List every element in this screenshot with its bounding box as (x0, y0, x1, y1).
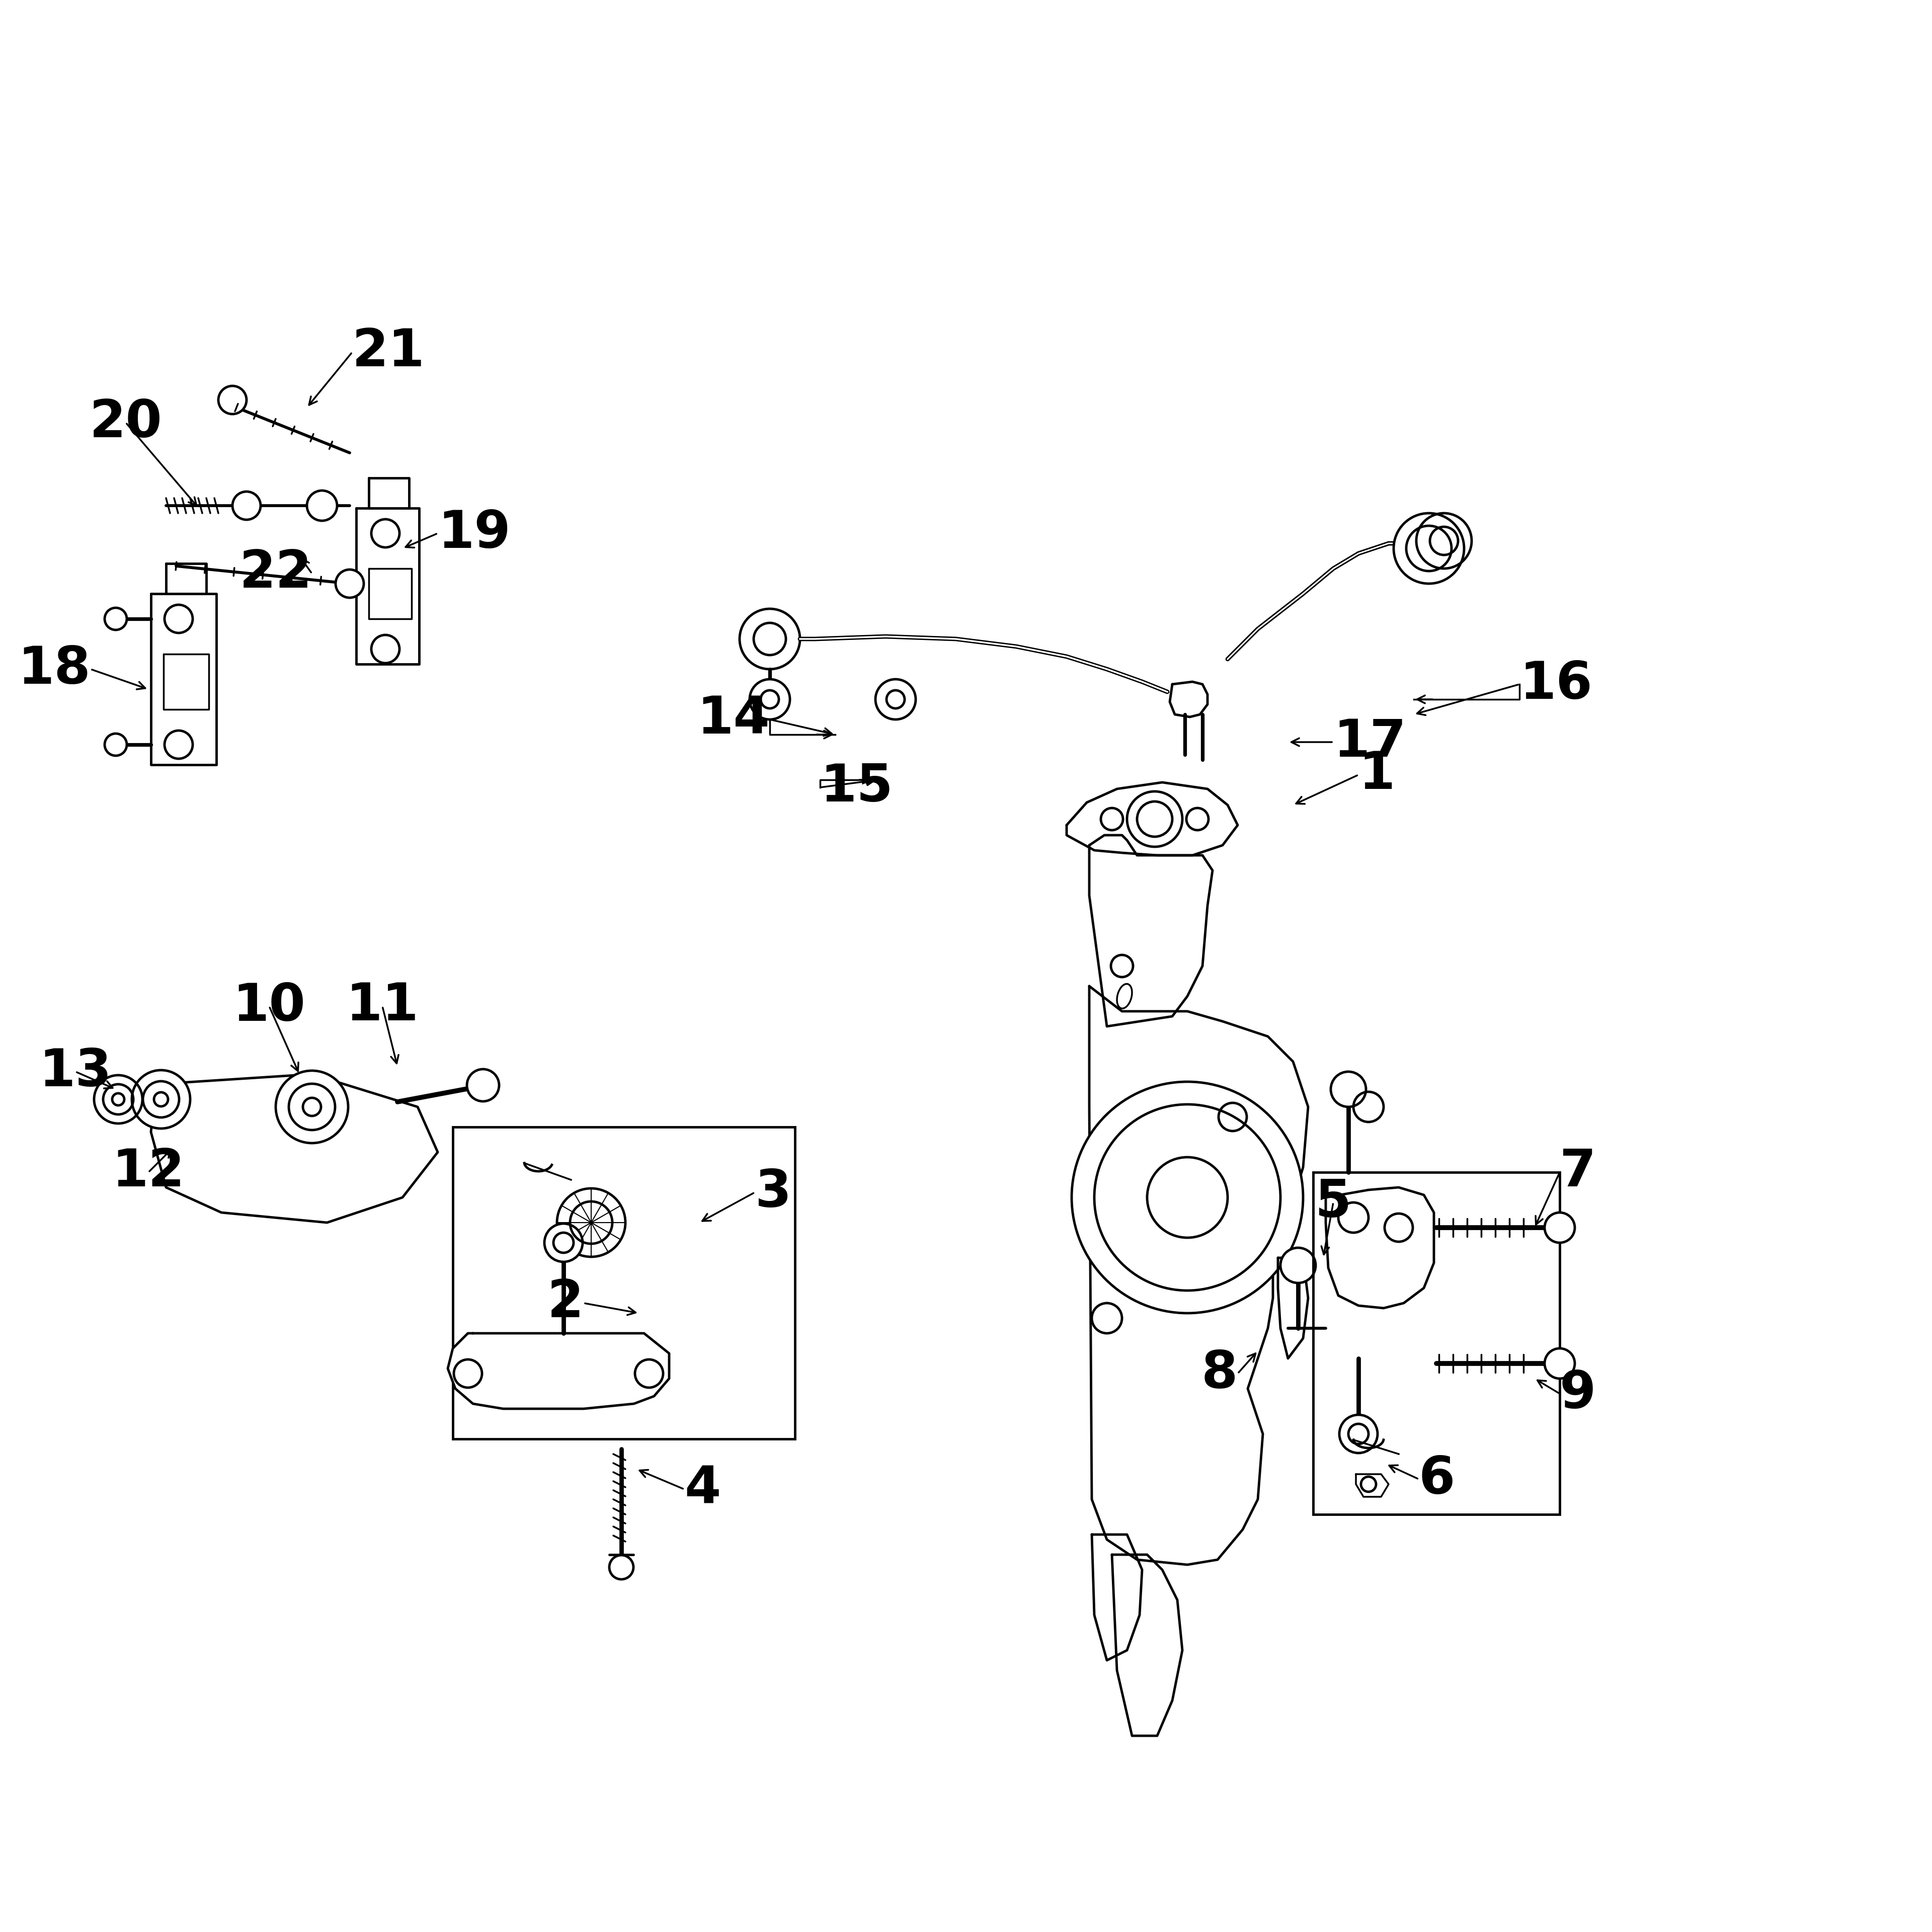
Text: 12: 12 (112, 1148, 185, 1198)
Circle shape (454, 1360, 481, 1387)
Circle shape (1349, 1424, 1368, 1443)
Text: 1: 1 (1358, 750, 1395, 800)
Text: 18: 18 (17, 643, 91, 696)
Polygon shape (151, 593, 216, 765)
Circle shape (303, 1097, 321, 1117)
Circle shape (750, 680, 790, 719)
Circle shape (1385, 1213, 1412, 1242)
Polygon shape (1169, 682, 1208, 717)
Circle shape (371, 520, 400, 547)
Circle shape (1544, 1349, 1575, 1379)
Circle shape (1354, 1092, 1383, 1122)
Polygon shape (448, 1333, 668, 1408)
Circle shape (155, 1092, 168, 1107)
Polygon shape (1092, 1534, 1142, 1660)
Text: 16: 16 (1519, 659, 1592, 709)
Circle shape (1138, 802, 1173, 837)
Text: 21: 21 (352, 327, 425, 377)
Text: 3: 3 (755, 1167, 790, 1217)
Circle shape (1126, 792, 1182, 846)
Polygon shape (151, 1074, 439, 1223)
Circle shape (1092, 1302, 1122, 1333)
Polygon shape (1090, 835, 1213, 1026)
Circle shape (1111, 954, 1132, 978)
Circle shape (1360, 1476, 1376, 1492)
Circle shape (636, 1360, 663, 1387)
Polygon shape (166, 564, 207, 593)
Circle shape (570, 1202, 612, 1244)
Circle shape (143, 1082, 180, 1117)
Circle shape (1219, 1103, 1246, 1130)
Text: 15: 15 (819, 761, 893, 813)
Circle shape (545, 1223, 583, 1262)
Polygon shape (369, 477, 410, 508)
Circle shape (1544, 1213, 1575, 1242)
Polygon shape (355, 508, 419, 665)
Circle shape (95, 1076, 143, 1124)
Circle shape (164, 730, 193, 759)
Circle shape (232, 491, 261, 520)
Text: 22: 22 (240, 549, 311, 599)
Circle shape (740, 609, 800, 668)
Circle shape (164, 605, 193, 634)
Text: 4: 4 (684, 1464, 721, 1515)
Circle shape (1101, 808, 1122, 831)
Bar (1314, 1173, 1559, 1515)
Text: 17: 17 (1333, 717, 1406, 767)
Circle shape (553, 1233, 574, 1252)
Text: 8: 8 (1202, 1349, 1238, 1399)
Circle shape (887, 690, 904, 709)
Circle shape (1339, 1414, 1378, 1453)
Circle shape (1148, 1157, 1227, 1238)
Polygon shape (1090, 985, 1308, 1565)
Circle shape (336, 570, 363, 597)
Polygon shape (369, 568, 412, 618)
Circle shape (104, 734, 128, 755)
Text: 13: 13 (39, 1047, 112, 1097)
Circle shape (1393, 514, 1464, 583)
Circle shape (875, 680, 916, 719)
Text: 5: 5 (1316, 1177, 1352, 1229)
Circle shape (753, 622, 786, 655)
Circle shape (276, 1070, 348, 1144)
Text: 20: 20 (89, 398, 162, 448)
Circle shape (609, 1555, 634, 1578)
Polygon shape (1113, 1555, 1182, 1735)
Circle shape (761, 690, 779, 709)
Circle shape (1416, 514, 1472, 568)
Circle shape (104, 609, 128, 630)
Circle shape (1331, 1072, 1366, 1107)
Circle shape (288, 1084, 334, 1130)
Text: 10: 10 (232, 981, 305, 1032)
Circle shape (218, 386, 247, 413)
Circle shape (307, 491, 336, 522)
Circle shape (1430, 527, 1459, 554)
Text: 2: 2 (547, 1277, 583, 1329)
Circle shape (1094, 1105, 1281, 1291)
Text: 9: 9 (1559, 1368, 1596, 1420)
Polygon shape (1277, 1258, 1308, 1358)
Text: 19: 19 (439, 508, 510, 558)
Circle shape (1406, 526, 1451, 572)
Circle shape (131, 1070, 189, 1128)
Text: 14: 14 (697, 694, 769, 746)
Bar (452, 1126, 794, 1439)
Text: 11: 11 (346, 981, 419, 1032)
Circle shape (1072, 1082, 1302, 1314)
Circle shape (1339, 1202, 1368, 1233)
Polygon shape (164, 655, 209, 709)
Circle shape (112, 1094, 124, 1105)
Circle shape (556, 1188, 626, 1258)
Polygon shape (1066, 782, 1238, 856)
Circle shape (468, 1068, 498, 1101)
Text: 7: 7 (1559, 1148, 1596, 1198)
Circle shape (1281, 1248, 1316, 1283)
Polygon shape (1356, 1474, 1389, 1497)
Text: 6: 6 (1418, 1453, 1455, 1505)
Circle shape (371, 636, 400, 663)
Circle shape (1186, 808, 1209, 831)
Circle shape (102, 1084, 133, 1115)
Polygon shape (1325, 1188, 1434, 1308)
